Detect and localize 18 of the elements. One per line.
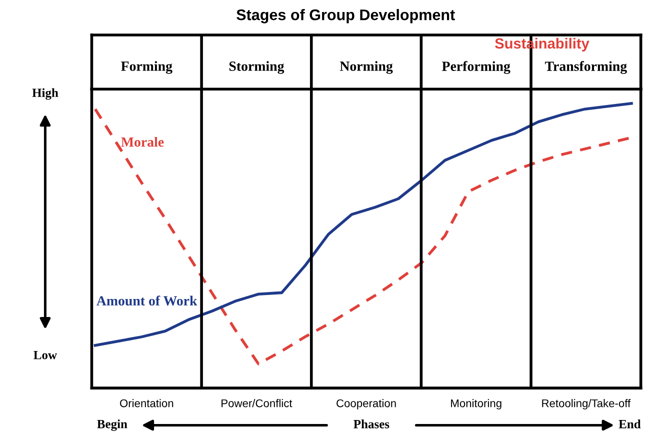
text: Orientation [120,399,174,408]
text: Performing [442,61,510,74]
chart-title: Stages of Group Development [236,9,455,24]
series-label: Amount of Work [96,296,198,306]
text: Cooperation [336,399,396,410]
series-label: Morale [121,136,164,147]
text: Begin [97,419,128,431]
text: Forming [121,61,172,74]
text: Power/Conflict [222,399,292,408]
text: Norming [340,61,393,74]
text: Monitoring [451,399,502,410]
text: End [618,420,641,428]
text: Phases [354,420,390,428]
text: High [32,88,58,100]
text: Transforming [544,61,627,74]
text: Low [34,350,57,360]
text: Storming [229,61,284,74]
text: Retooling/Take-off [542,399,631,410]
